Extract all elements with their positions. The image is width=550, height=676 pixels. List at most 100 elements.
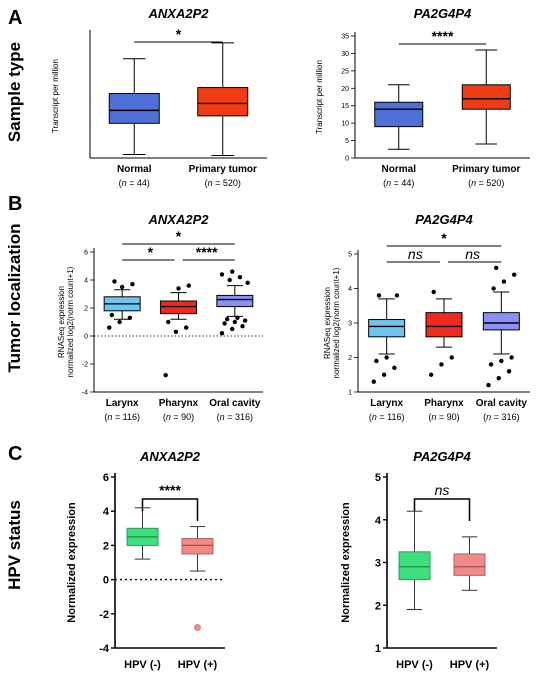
outlier-point xyxy=(119,284,125,290)
outlier-point xyxy=(173,329,179,334)
outlier-point xyxy=(130,282,135,287)
category-label: Normal xyxy=(117,164,152,175)
sample-size-label: (n = 116) xyxy=(104,412,140,422)
y-tick-label: 2 xyxy=(103,540,109,552)
y-tick-label: 4 xyxy=(375,515,382,527)
y-tick-label: 4 xyxy=(348,286,352,293)
outlier-point xyxy=(509,355,514,360)
box-1 xyxy=(453,536,486,591)
sample-size-label: (n = 90) xyxy=(428,412,459,422)
box-body xyxy=(374,101,424,128)
significance-bracket xyxy=(141,498,199,521)
y-tick-label: -2 xyxy=(82,362,88,369)
y-axis-label: normalized log2(norm count+1) xyxy=(332,267,341,378)
box-1 xyxy=(461,49,511,145)
y-tick-label: 0 xyxy=(345,156,349,163)
y-axis-label: Normalized expression xyxy=(66,502,78,623)
outlier-point xyxy=(496,376,501,381)
chart-c2: PA2G4P4 1 2 3 4 5 Normalized expression HPV (-)… xyxy=(340,449,497,671)
chart-b2: PA2G4P4 1 2 3 4 5 RNASeq expression normalized … xyxy=(323,212,530,422)
box-body xyxy=(197,87,249,117)
y-tick-label: 3 xyxy=(348,321,352,328)
y-axis-label: Transcript per million xyxy=(51,59,60,133)
significance-label: * xyxy=(441,230,447,246)
y-tick-label: -4 xyxy=(99,643,110,655)
category-label: Larynx xyxy=(106,398,139,409)
box-body xyxy=(453,553,486,576)
y-tick-label: 3 xyxy=(375,558,381,570)
box-body xyxy=(461,84,511,110)
outlier-point xyxy=(112,279,117,284)
outlier-point xyxy=(242,318,248,323)
outlier-point xyxy=(486,382,491,388)
significance-label: ns xyxy=(435,482,450,498)
y-tick-label: 2 xyxy=(84,306,88,313)
outlier-point xyxy=(376,293,382,298)
significance-label: **** xyxy=(159,482,181,498)
panel-letter-c: C xyxy=(8,443,22,465)
panel-letter-b: B xyxy=(8,193,22,215)
chart-title: PA2G4P4 xyxy=(414,6,472,21)
outlier-point xyxy=(230,269,235,274)
box-1 xyxy=(160,283,197,378)
sample-size-label: (n = 116) xyxy=(369,412,405,422)
box-0 xyxy=(103,279,141,330)
box-1 xyxy=(425,289,463,377)
outlier-point xyxy=(127,315,133,320)
outlier-point xyxy=(219,331,225,336)
box-0 xyxy=(374,84,424,150)
y-tick-label: 15 xyxy=(341,103,349,110)
chart-c1: ANXA2P2 -4 -2 0 2 4 6 Normalized expression HPV … xyxy=(66,449,225,671)
outlier-point xyxy=(107,325,112,330)
outlier-point xyxy=(117,319,122,325)
y-tick-label: 4 xyxy=(103,506,110,518)
category-label: Oral cavity xyxy=(476,398,528,409)
y-axis-label: Normalized expression xyxy=(340,502,352,623)
sample-size-label: (n = 520) xyxy=(468,178,504,188)
y-tick-label: 5 xyxy=(345,138,349,145)
box-2 xyxy=(482,265,520,388)
y-tick-label: 30 xyxy=(341,51,349,58)
y-tick-label: 0 xyxy=(84,334,88,341)
outlier-point xyxy=(224,317,230,322)
box-body xyxy=(216,294,254,308)
box-body xyxy=(482,312,520,331)
outlier-point xyxy=(449,355,454,360)
outlier-point xyxy=(394,293,400,298)
box-1 xyxy=(197,42,249,157)
y-tick-label: 25 xyxy=(341,68,349,75)
outlier-point xyxy=(222,321,227,326)
outlier-point xyxy=(491,286,496,291)
chart-title: PA2G4P4 xyxy=(413,449,471,464)
outlier-point xyxy=(511,272,517,277)
significance-bracket xyxy=(413,498,471,521)
y-tick-label: 1 xyxy=(348,390,352,397)
y-axis-label: normalized log2(norm count+1) xyxy=(66,266,75,377)
box-body xyxy=(425,312,463,338)
chart-b1: ANXA2P2 -4 -2 0 2 4 6 RNASeq expression normaliz… xyxy=(57,212,263,422)
outlier-point xyxy=(431,289,436,295)
outlier-point xyxy=(439,362,444,367)
box-body xyxy=(108,93,160,124)
y-tick-label: -2 xyxy=(99,609,109,621)
outlier-point xyxy=(392,365,397,371)
outlier-point xyxy=(381,372,387,377)
outlier-point xyxy=(232,319,238,325)
outlier-point xyxy=(506,369,512,374)
significance-label: ns xyxy=(465,246,480,262)
outlier-point xyxy=(235,315,240,320)
outlier-point xyxy=(219,272,225,277)
outlier-point xyxy=(163,373,168,378)
box-body xyxy=(181,538,214,555)
category-label: Pharynx xyxy=(424,398,464,409)
y-tick-label: 1 xyxy=(375,643,381,655)
significance-label: **** xyxy=(196,244,218,260)
box-body xyxy=(398,551,431,581)
category-label: Pharynx xyxy=(159,398,199,409)
chart-a1: ANXA2P2 Transcript per million Normal Prima… xyxy=(51,6,267,188)
y-tick-label: 6 xyxy=(103,472,109,484)
sample-size-label: (n = 90) xyxy=(163,412,194,422)
chart-title: ANXA2P2 xyxy=(148,212,210,227)
box-0 xyxy=(398,510,431,611)
outlier-point xyxy=(240,324,245,329)
